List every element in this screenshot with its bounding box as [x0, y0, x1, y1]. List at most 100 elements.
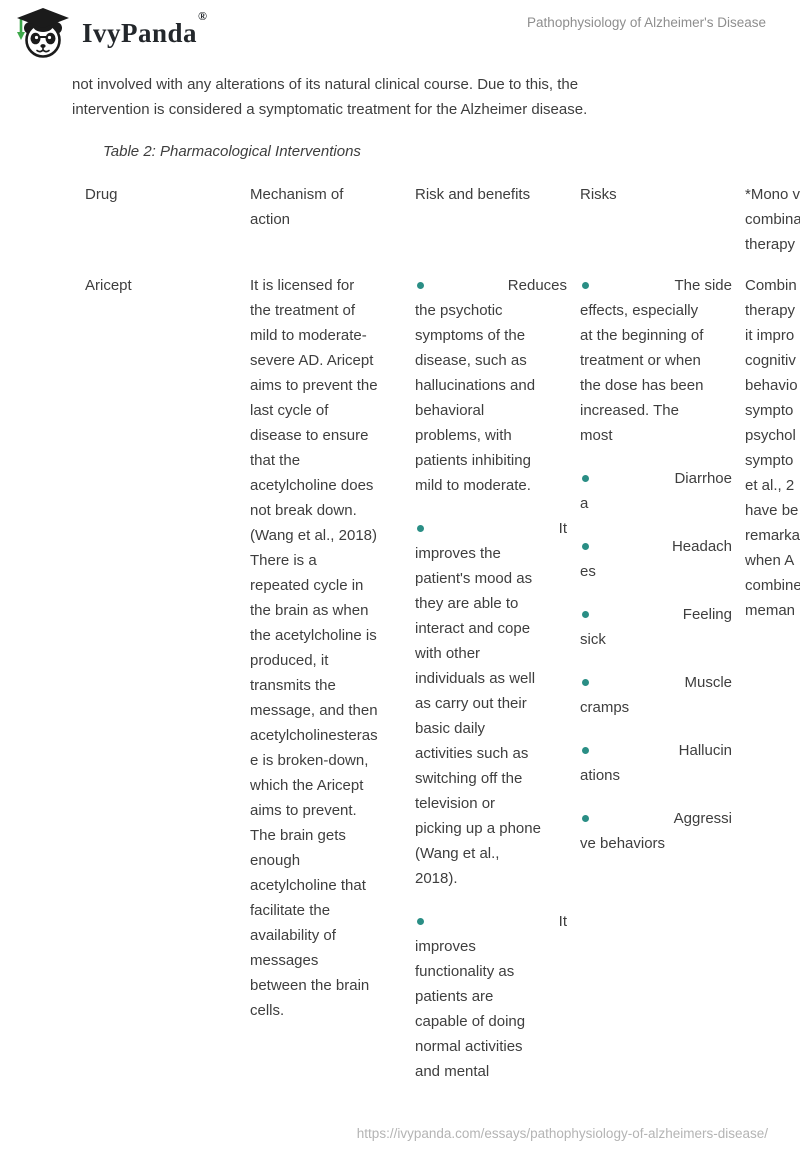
cell-risks: The side effects, especially at the beginn… — [580, 273, 732, 856]
text-line: effects, especially — [580, 302, 699, 319]
text-line: most — [580, 427, 613, 444]
text-line: a — [580, 495, 589, 512]
bullet-lead-text: Reduces — [507, 277, 567, 294]
text-line: availability of — [250, 927, 336, 944]
text-line: 2018). — [415, 870, 458, 887]
bullet-list-item: Feeling sick — [580, 602, 732, 652]
bullet-list-item: Headach es — [580, 534, 732, 584]
table-caption: Table 2: Pharmacological Interventions — [103, 143, 361, 160]
text-line: treatment or when — [580, 352, 701, 369]
text-line: Risks — [580, 186, 617, 203]
text-line: sick — [580, 631, 606, 648]
bullet-icon — [417, 282, 424, 289]
bullet-list-item: It improves functionality as patients are ca… — [415, 909, 567, 1084]
column-header-risks: Risks — [580, 182, 732, 207]
text-line: message, and then — [250, 702, 378, 719]
bullet-icon — [582, 282, 589, 289]
text-line: not break down. — [250, 502, 357, 519]
text-line: between the brain — [250, 977, 370, 994]
text-line: remarka — [745, 527, 800, 544]
text-line: it impro — [745, 327, 795, 344]
text-line: sympto — [745, 402, 794, 419]
bullet-list-item: Reduces the psychotic symptoms of the disea… — [415, 273, 567, 498]
text-line: individuals as well — [415, 670, 536, 687]
text-line: Combin — [745, 277, 797, 294]
intro-paragraph: not involved with any alterations of its… — [72, 72, 692, 122]
text-line: Mechanism of — [250, 186, 344, 203]
bullet-list-item: Muscle cramps — [580, 670, 732, 720]
bullet-icon — [582, 747, 589, 754]
text-line: produced, it — [250, 652, 329, 669]
bullet-list-item: Diarrhoe a — [580, 466, 732, 516]
text-line: *Mono v — [745, 186, 800, 203]
text-line: Drug — [85, 186, 118, 203]
bullet-lead-text: Aggressi — [673, 810, 732, 827]
bullet-icon — [582, 475, 589, 482]
text-line: et al., 2 — [745, 477, 795, 494]
text-line: aims to prevent the — [250, 377, 378, 394]
bullet-list-item: Aggressi ve behaviors — [580, 806, 732, 856]
bullet-icon — [417, 525, 424, 532]
text-line: cramps — [580, 699, 630, 716]
text-line: therapy — [745, 236, 796, 253]
text-line: facilitate the — [250, 902, 331, 919]
text-line: es — [580, 563, 596, 580]
text-line: with other — [415, 645, 481, 662]
text-line: Risk and benefits — [415, 186, 531, 203]
text-line: patient's mood as — [415, 570, 533, 587]
bullet-lead-text: It — [558, 913, 567, 930]
text-line: It is licensed for — [250, 277, 355, 294]
pharmacological-interventions-table: Drug Aricept Mechanism of action It is li… — [85, 182, 800, 1102]
bullet-lead-text: Muscle — [684, 674, 732, 691]
text-line: hallucinations and — [415, 377, 536, 394]
cell-mechanism-of-action: It is licensed for the treatment of mild t… — [250, 273, 402, 1023]
text-line: last cycle of — [250, 402, 329, 419]
text-line: switching off the — [415, 770, 523, 787]
bullet-icon — [582, 815, 589, 822]
bullet-icon — [582, 611, 589, 618]
text-line: the psychotic — [415, 302, 503, 319]
text-line: repeated cycle in — [250, 577, 364, 594]
text-line: (Wang et al., 2018) — [250, 527, 378, 544]
source-url-link[interactable]: https://ivypanda.com/essays/pathophysiol… — [356, 1126, 768, 1141]
text-line: television or — [415, 795, 496, 812]
text-line: intervention is considered a symptomatic… — [72, 101, 588, 118]
text-line: There is a — [250, 552, 317, 569]
site-header: IvyPanda® Pathophysiology of Alzheimer's… — [0, 0, 800, 64]
column-header-risk-and-benefits: Risk and benefits — [415, 182, 567, 207]
text-line: when A — [745, 552, 795, 569]
text-line: The brain gets — [250, 827, 346, 844]
ivypanda-logo[interactable]: IvyPanda® — [14, 6, 207, 60]
bullet-icon — [582, 679, 589, 686]
text-line: disease, such as — [415, 352, 527, 369]
text-line: Aricept — [85, 277, 132, 294]
text-line: cognitiv — [745, 352, 796, 369]
text-line: ations — [580, 767, 621, 784]
text-line: messages — [250, 952, 319, 969]
text-line: action — [250, 211, 291, 228]
text-line: acetylcholine that — [250, 877, 366, 894]
text-line: enough — [250, 852, 301, 869]
bullet-icon — [582, 543, 589, 550]
panda-graduate-icon — [17, 8, 69, 58]
text-line: and mental — [415, 1063, 490, 1080]
bullet-list-item: It improves the patient's mood as they are … — [415, 516, 567, 891]
text-line: patients are — [415, 988, 494, 1005]
cell-risk-and-benefits: Reduces the psychotic symptoms of the disea… — [415, 273, 567, 1084]
text-line: activities such as — [415, 745, 529, 762]
text-line: not involved with any alterations of its… — [72, 76, 579, 93]
cell-mono-vs-combination-therapy: Combin therapy it impro cognitiv behavio symp… — [745, 273, 800, 623]
text-line: psychol — [745, 427, 796, 444]
bullet-list-item: The side effects, especially at the beginn… — [580, 273, 732, 448]
text-line: the treatment of — [250, 302, 356, 319]
text-line: basic daily — [415, 720, 486, 737]
text-line: cells. — [250, 1002, 285, 1019]
text-line: behavio — [745, 377, 798, 394]
text-line: have be — [745, 502, 799, 519]
text-line: capable of doing — [415, 1013, 526, 1030]
text-line: picking up a phone — [415, 820, 541, 837]
text-line: improves — [415, 938, 476, 955]
text-line: acetylcholine does — [250, 477, 374, 494]
text-line: symptoms of the — [415, 327, 526, 344]
text-line: which the Aricept — [250, 777, 364, 794]
